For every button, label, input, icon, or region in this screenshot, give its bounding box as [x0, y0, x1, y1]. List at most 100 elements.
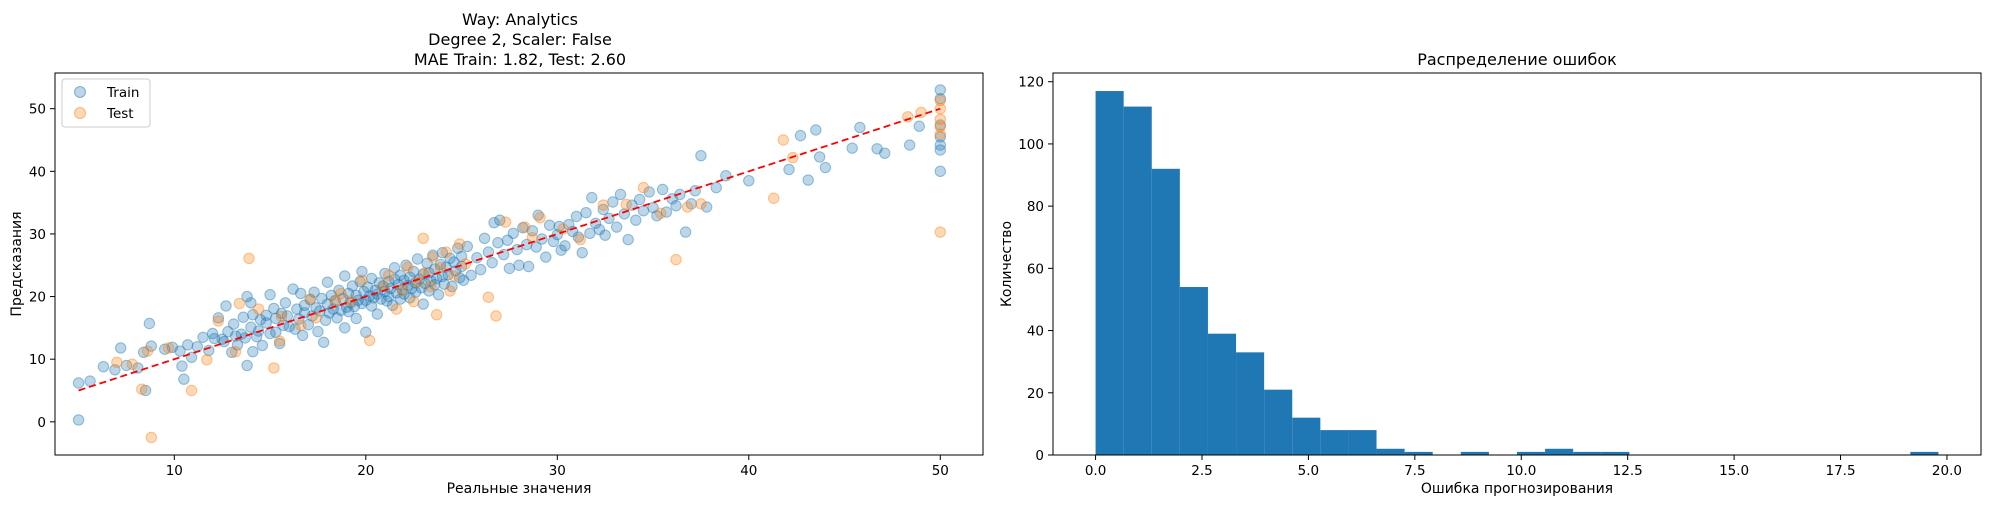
test-point: [934, 94, 946, 107]
train-point: [478, 232, 491, 245]
train-point: [256, 339, 269, 352]
test-point: [252, 303, 265, 315]
scatter-y-tick-label: 20: [29, 290, 46, 306]
train-point: [434, 258, 447, 271]
train-point: [553, 220, 565, 233]
train-point: [339, 270, 351, 282]
test-point: [425, 280, 437, 293]
train-point: [559, 240, 571, 252]
train-point: [614, 188, 627, 201]
histogram-x-tick-label: 15.0: [1719, 463, 1749, 479]
train-point: [513, 259, 525, 271]
train-point: [275, 307, 288, 320]
train-point: [120, 359, 133, 372]
scatter-ticks: 10 20 30 40 50 0 10 20 30 40 50: [29, 102, 949, 479]
train-point: [342, 305, 355, 318]
histogram-y-axis-label: Количество: [999, 221, 1015, 307]
train-point: [670, 200, 682, 212]
histogram-y-tick-label: 120: [1018, 75, 1044, 91]
scatter-x-tick-label: 10: [166, 463, 183, 479]
train-point: [231, 339, 244, 351]
train-point: [656, 183, 669, 196]
train-point: [298, 307, 311, 319]
train-point: [607, 196, 619, 208]
reference-line: [78, 107, 941, 392]
train-point: [407, 265, 420, 278]
train-point: [394, 269, 406, 281]
train-point: [436, 270, 449, 283]
train-point: [247, 309, 259, 321]
test-point: [620, 198, 632, 211]
scatter-x-axis-label: Реальные значения: [447, 481, 592, 497]
train-point: [137, 346, 150, 358]
train-point: [854, 121, 866, 134]
train-point: [492, 237, 504, 249]
test-point: [459, 258, 472, 270]
train-point: [388, 273, 401, 285]
train-point: [679, 226, 692, 238]
train-point: [551, 228, 563, 241]
test-point: [534, 211, 546, 224]
train-point: [934, 131, 946, 143]
test-point: [411, 276, 424, 288]
train-point: [331, 312, 343, 324]
test-point: [574, 233, 586, 246]
train-point: [294, 287, 307, 300]
train-point: [212, 312, 225, 324]
train-point: [143, 317, 156, 330]
train-point: [461, 240, 473, 253]
histogram-x-axis-label: Ошибка прогнозирования: [1421, 481, 1613, 497]
train-point: [178, 373, 190, 385]
train-point: [273, 337, 286, 350]
train-point: [586, 191, 598, 204]
train-point: [448, 256, 460, 268]
train-point: [72, 414, 85, 426]
scatter-x-tick-label: 50: [932, 463, 949, 479]
train-point: [176, 360, 188, 372]
test-point: [767, 192, 780, 204]
train-point: [526, 225, 539, 237]
train-point: [436, 247, 449, 259]
train-point: [139, 384, 152, 397]
train-point: [325, 289, 338, 302]
train-point: [400, 259, 412, 271]
train-point: [576, 247, 588, 259]
train-point: [660, 206, 673, 218]
test-point: [141, 345, 154, 357]
train-point: [810, 124, 822, 136]
train-point: [423, 285, 435, 297]
test-point: [637, 181, 650, 194]
train-point: [166, 341, 179, 353]
train-point: [310, 302, 322, 314]
test-point: [597, 199, 609, 211]
train-point: [517, 221, 529, 234]
train-point: [651, 210, 663, 222]
scatter-panel: Way: Analytics Degree 2, Scaler: False M…: [9, 10, 984, 497]
train-point: [522, 260, 535, 273]
train-point: [342, 287, 355, 300]
histogram-bar: [1601, 451, 1630, 455]
histogram-ticks: 0.0 2.5 5.0 7.5 10.0 12.5 15.0 17.5 20.0 0 20 40 60 8…: [1018, 75, 1962, 479]
test-point: [934, 121, 946, 133]
scatter-test-points: [111, 94, 946, 444]
histogram-bar: [1095, 91, 1124, 455]
test-point: [273, 335, 286, 347]
histogram-bar: [1207, 333, 1237, 455]
train-point: [145, 340, 158, 352]
train-point: [226, 346, 238, 358]
test-point: [329, 294, 341, 307]
train-point: [365, 300, 378, 312]
test-point: [440, 246, 452, 258]
train-point: [289, 323, 301, 335]
train-point: [453, 272, 466, 284]
test-point: [417, 232, 429, 245]
train-point: [637, 205, 650, 217]
test-point: [902, 111, 914, 123]
test-point: [390, 303, 403, 315]
train-point: [360, 326, 372, 338]
train-point: [543, 219, 556, 231]
histogram-x-tick-label: 10.0: [1506, 463, 1536, 479]
scatter-y-tick-label: 10: [29, 352, 46, 368]
train-point: [452, 242, 464, 255]
histogram-plot-frame: [1052, 72, 1982, 456]
